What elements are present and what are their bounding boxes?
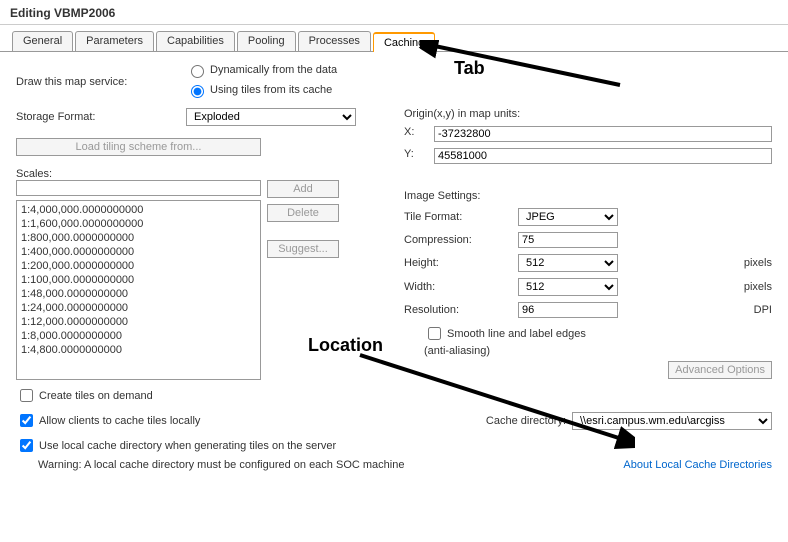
tab-bar: General Parameters Capabilities Pooling … [0, 31, 788, 52]
storage-format-label: Storage Format: [16, 111, 186, 123]
smooth-checkbox[interactable] [428, 327, 441, 340]
scale-item[interactable]: 1:4,000,000.0000000000 [21, 203, 256, 217]
scales-list[interactable]: 1:4,000,000.0000000000 1:1,600,000.00000… [16, 200, 261, 380]
tab-capabilities[interactable]: Capabilities [156, 31, 235, 51]
scales-label: Scales: [16, 168, 384, 180]
smooth-label: Smooth line and label edges [447, 328, 586, 340]
height-select[interactable]: 512 [518, 254, 618, 272]
create-on-demand-checkbox[interactable] [20, 389, 33, 402]
origin-label: Origin(x,y) in map units: [404, 108, 772, 120]
scale-item[interactable]: 1:24,000.0000000000 [21, 301, 256, 315]
origin-x-input[interactable] [434, 126, 772, 142]
delete-scale-button[interactable]: Delete [267, 204, 339, 222]
scale-item[interactable]: 1:400,000.0000000000 [21, 245, 256, 259]
scale-item[interactable]: 1:800,000.0000000000 [21, 231, 256, 245]
scale-item[interactable]: 1:100,000.0000000000 [21, 273, 256, 287]
pixels-unit: pixels [744, 281, 772, 293]
scale-item[interactable]: 1:200,000.0000000000 [21, 259, 256, 273]
width-label: Width: [404, 281, 514, 293]
scale-input[interactable] [16, 180, 261, 196]
storage-format-select[interactable]: Exploded [186, 108, 356, 126]
warning-text: Warning: A local cache directory must be… [38, 459, 404, 471]
scale-item[interactable]: 1:48,000.0000000000 [21, 287, 256, 301]
tile-format-label: Tile Format: [404, 211, 514, 223]
height-label: Height: [404, 257, 514, 269]
compression-input[interactable] [518, 232, 618, 248]
allow-clients-checkbox[interactable] [20, 414, 33, 427]
pixels-unit: pixels [744, 257, 772, 269]
resolution-input[interactable] [518, 302, 618, 318]
scale-item[interactable]: 1:8,000.0000000000 [21, 329, 256, 343]
image-settings-label: Image Settings: [404, 190, 772, 202]
cache-dir-label: Cache directory: [486, 415, 566, 427]
dpi-unit: DPI [754, 304, 772, 316]
radio-cache[interactable] [191, 85, 204, 98]
use-local-cache-label: Use local cache directory when generatin… [39, 440, 336, 452]
allow-clients-label: Allow clients to cache tiles locally [39, 415, 200, 427]
about-local-cache-link[interactable]: About Local Cache Directories [623, 459, 772, 471]
draw-label: Draw this map service: [16, 76, 186, 88]
scale-item[interactable]: 1:1,600,000.0000000000 [21, 217, 256, 231]
suggest-button[interactable]: Suggest... [267, 240, 339, 258]
cache-dir-select[interactable]: \\esri.campus.wm.edu\arcgiss [572, 412, 772, 430]
use-local-cache-checkbox[interactable] [20, 439, 33, 452]
origin-x-label: X: [404, 126, 434, 142]
add-scale-button[interactable]: Add [267, 180, 339, 198]
load-tiling-scheme-button[interactable]: Load tiling scheme from... [16, 138, 261, 156]
radio-cache-label: Using tiles from its cache [210, 84, 332, 96]
origin-y-input[interactable] [434, 148, 772, 164]
scale-item[interactable]: 1:12,000.0000000000 [21, 315, 256, 329]
create-on-demand-label: Create tiles on demand [39, 390, 153, 402]
scale-item[interactable]: 1:4,800.0000000000 [21, 343, 256, 357]
tab-general[interactable]: General [12, 31, 73, 51]
advanced-options-button[interactable]: Advanced Options [668, 361, 772, 379]
caching-panel: Draw this map service: Dynamically from … [0, 52, 788, 481]
tab-processes[interactable]: Processes [298, 31, 371, 51]
resolution-label: Resolution: [404, 304, 514, 316]
tab-parameters[interactable]: Parameters [75, 31, 154, 51]
radio-dynamic-label: Dynamically from the data [210, 64, 337, 76]
antialiasing-label: (anti-aliasing) [424, 345, 772, 357]
tab-pooling[interactable]: Pooling [237, 31, 296, 51]
window-title: Editing VBMP2006 [0, 0, 788, 25]
width-select[interactable]: 512 [518, 278, 618, 296]
origin-y-label: Y: [404, 148, 434, 164]
compression-label: Compression: [404, 234, 514, 246]
radio-dynamic[interactable] [191, 65, 204, 78]
tile-format-select[interactable]: JPEG [518, 208, 618, 226]
tab-caching[interactable]: Caching [373, 32, 435, 52]
